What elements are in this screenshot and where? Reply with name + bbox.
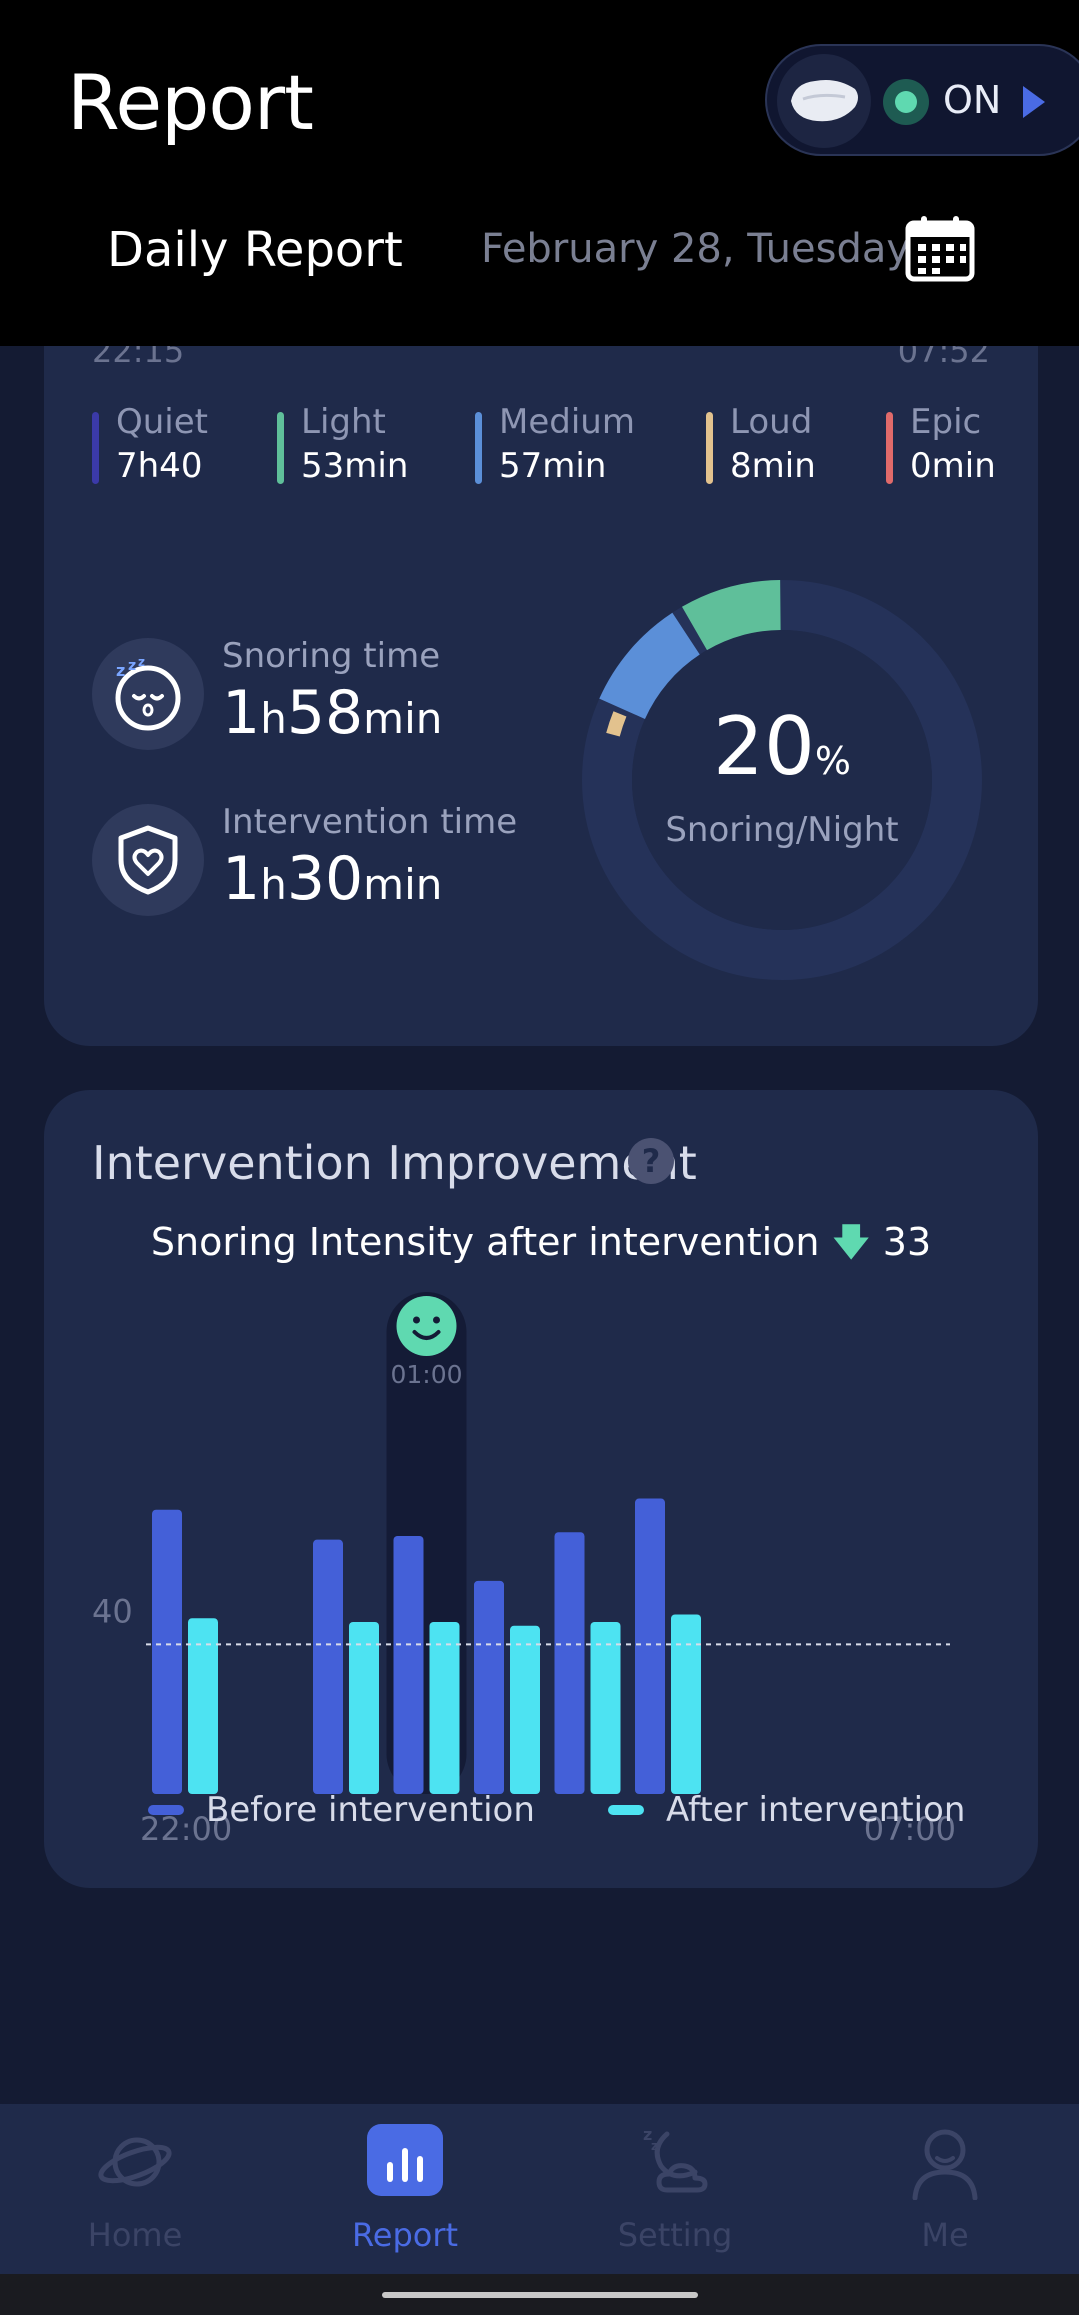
selected-time-label: 01:00 xyxy=(390,1360,462,1389)
x-axis-end-label: 07:00 xyxy=(864,1810,956,1848)
sleeping-face-icon: z z z xyxy=(92,638,204,750)
level-value: 8min xyxy=(730,446,816,486)
report-date[interactable]: February 28, Tuesday xyxy=(481,226,911,272)
improvement-title: Intervention Improvement xyxy=(92,1136,697,1190)
home-indicator[interactable] xyxy=(382,2292,698,2298)
nav-report[interactable]: Report xyxy=(270,2104,540,2274)
header-bar: Report ON Daily Report February 28, Tues… xyxy=(0,0,1079,346)
svg-text:z: z xyxy=(116,661,125,680)
svg-text:z: z xyxy=(138,655,145,669)
intervention-minutes: 30 xyxy=(286,844,364,914)
calendar-icon[interactable] xyxy=(905,214,975,282)
smiley-icon xyxy=(396,1296,457,1356)
donut-percent-value: 20 xyxy=(713,700,815,793)
planet-icon xyxy=(98,2137,172,2187)
legend-after: After intervention xyxy=(608,1790,965,1830)
improvement-change: 33 xyxy=(882,1220,932,1264)
status-dot-icon xyxy=(883,79,929,125)
svg-text:z: z xyxy=(651,2139,658,2153)
donut-segment-loud xyxy=(600,598,964,962)
legend-after-swatch xyxy=(608,1805,644,1815)
intervention-time-value: 1h30min xyxy=(222,844,442,914)
level-name: Light xyxy=(301,402,386,442)
bar-before-intervention[interactable] xyxy=(313,1539,343,1794)
intervention-chart: 01:00 40 22:00 07:00 xyxy=(92,1292,956,1848)
snoring-minutes: 58 xyxy=(286,678,364,748)
snore-level-legend: Quiet 7h40 Light 53min Medium 57min Loud… xyxy=(92,402,1002,492)
bar-after-intervention[interactable] xyxy=(510,1625,540,1794)
bar-after-intervention[interactable] xyxy=(349,1621,379,1794)
snoring-minutes-unit: min xyxy=(363,694,443,743)
bar-before-intervention[interactable] xyxy=(152,1509,182,1794)
level-epic-swatch xyxy=(886,412,893,484)
device-status: ON xyxy=(943,78,1002,122)
report-type: Daily Report xyxy=(107,222,403,278)
nav-home[interactable]: Home xyxy=(0,2104,270,2274)
bar-before-intervention[interactable] xyxy=(393,1535,424,1794)
snoring-time-label: Snoring time xyxy=(222,636,441,676)
snoring-donut: 20% Snoring/Night xyxy=(572,570,992,990)
x-axis-start-label: 22:00 xyxy=(140,1810,232,1848)
moon-cloud-icon: z z xyxy=(643,2125,708,2193)
arrow-down-icon: 🡇 xyxy=(831,1220,871,1264)
legend-after-label: After intervention xyxy=(666,1790,966,1830)
donut-segment-light xyxy=(582,579,982,980)
intervention-hours: 1 xyxy=(222,844,261,914)
bar-after-intervention[interactable] xyxy=(429,1621,460,1794)
svg-text:z: z xyxy=(643,2125,652,2144)
nav-home-label: Home xyxy=(87,2216,183,2254)
bar-before-intervention[interactable] xyxy=(554,1532,585,1794)
page-title: Report xyxy=(67,58,314,147)
nav-report-label: Report xyxy=(351,2216,459,2254)
bar-before-intervention[interactable] xyxy=(635,1498,665,1794)
nav-setting[interactable]: z z Setting xyxy=(540,2104,810,2274)
level-name: Epic xyxy=(910,402,982,442)
level-value: 53min xyxy=(301,446,409,486)
snoring-hours-unit: h xyxy=(260,694,287,743)
legend-before-swatch xyxy=(148,1805,184,1815)
help-icon[interactable]: ? xyxy=(628,1138,674,1184)
person-icon xyxy=(912,2129,978,2200)
level-value: 0min xyxy=(910,446,996,486)
intervention-minutes-unit: min xyxy=(363,860,443,909)
legend-before-label: Before intervention xyxy=(206,1790,535,1830)
nav-me[interactable]: Me xyxy=(810,2104,1079,2274)
level-loud-swatch xyxy=(706,412,713,484)
bar-after-intervention[interactable] xyxy=(671,1614,701,1794)
svg-text:z: z xyxy=(128,658,136,674)
level-medium-swatch xyxy=(475,412,482,484)
bar-chart-icon xyxy=(367,2124,443,2196)
pillow-icon xyxy=(777,54,871,148)
shield-heart-icon xyxy=(92,804,204,916)
bar-before-intervention[interactable] xyxy=(474,1580,504,1794)
level-quiet-swatch xyxy=(92,412,99,484)
summary-card: 22:15 07:52 Quiet 7h40 Light 53min Mediu… xyxy=(44,270,1038,1046)
snoring-time-value: 1h58min xyxy=(222,678,442,748)
intervention-time-label: Intervention time xyxy=(222,802,518,842)
donut-percent-unit: % xyxy=(814,739,851,783)
snoring-hours: 1 xyxy=(222,678,261,748)
intervention-hours-unit: h xyxy=(260,860,287,909)
play-icon[interactable] xyxy=(1023,86,1045,118)
level-name: Loud xyxy=(730,402,813,442)
level-name: Quiet xyxy=(116,402,209,442)
improvement-subtitle: Snoring Intensity after intervention 🡇 3… xyxy=(44,1214,1038,1279)
level-value: 7h40 xyxy=(116,446,203,486)
device-toggle[interactable]: ON xyxy=(765,44,1079,156)
bar-after-intervention[interactable] xyxy=(590,1621,621,1794)
level-light-swatch xyxy=(277,412,284,484)
improvement-subtitle-text: Snoring Intensity after intervention xyxy=(150,1220,820,1264)
nav-setting-label: Setting xyxy=(617,2216,733,2254)
reference-label: 40 xyxy=(92,1592,133,1630)
bar-after-intervention[interactable] xyxy=(188,1618,218,1794)
level-name: Medium xyxy=(499,402,635,442)
system-home-bar xyxy=(0,2274,1079,2315)
bottom-nav: Home Report z z Setting Me xyxy=(0,2104,1079,2274)
donut-label: Snoring/Night xyxy=(665,810,899,850)
level-value: 57min xyxy=(499,446,607,486)
donut-percent: 20% xyxy=(572,700,992,793)
nav-me-label: Me xyxy=(921,2216,969,2254)
legend-before: Before intervention xyxy=(148,1790,535,1830)
improvement-card: Intervention Improvement ? Snoring Inten… xyxy=(44,1090,1038,1888)
